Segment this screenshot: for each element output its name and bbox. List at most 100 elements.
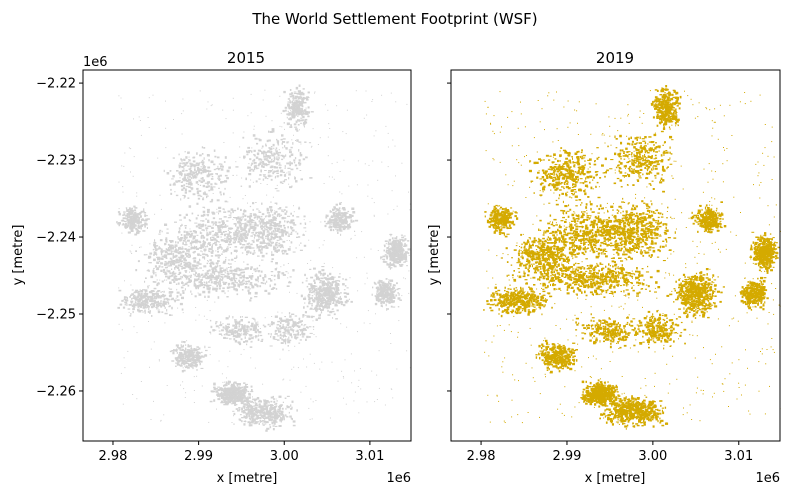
settlement-cell xyxy=(218,285,222,288)
settlement-cell xyxy=(247,221,251,224)
settlement-cell xyxy=(279,207,282,209)
settlement-cell xyxy=(397,292,399,294)
settlement-cell xyxy=(272,237,276,239)
settlement-cell xyxy=(250,221,254,224)
settlement-cell xyxy=(178,171,180,173)
settlement-cell xyxy=(407,240,410,242)
settlement-cell xyxy=(304,273,306,277)
settlement-cell xyxy=(186,362,190,365)
settlement-cell xyxy=(301,281,304,284)
settlement-cell xyxy=(395,243,397,246)
settlement-cell xyxy=(320,288,323,291)
settlement-cell xyxy=(132,310,134,314)
settlement-cell xyxy=(399,251,401,253)
settlement-cell xyxy=(154,265,157,268)
settlement-cell xyxy=(393,255,396,258)
settlement-cell xyxy=(237,284,240,287)
settlement-cell xyxy=(174,191,176,193)
settlement-cell xyxy=(251,400,254,403)
settlement-cell xyxy=(245,397,248,399)
panel-2015: 2015 2.98 2.99 3.00 3.01 −2.22−2.23−2.24−2.… xyxy=(11,49,412,486)
settlement-cell xyxy=(327,281,330,284)
settlement-cell xyxy=(133,295,135,298)
settlement-cell xyxy=(155,301,159,304)
settlement-cell xyxy=(262,424,265,426)
settlement-cell xyxy=(285,233,287,236)
settlement-cell xyxy=(225,387,228,390)
settlement-cell xyxy=(314,285,317,287)
settlement-cell xyxy=(239,273,242,276)
settlement-cell xyxy=(385,300,387,302)
settlement-cell xyxy=(145,299,148,301)
settlement-cell xyxy=(328,298,330,301)
settlement-cell xyxy=(313,267,316,270)
settlement-cell xyxy=(233,382,235,385)
settlement-cell xyxy=(326,297,329,300)
settlement-cell xyxy=(233,209,237,212)
settlement-cell xyxy=(263,175,266,177)
settlement-cell xyxy=(290,407,293,410)
settlement-cell xyxy=(138,297,142,300)
settlement-cell xyxy=(182,194,186,196)
settlement-cell xyxy=(246,390,248,392)
settlement-cell xyxy=(272,241,274,244)
settlement-cell xyxy=(302,96,305,99)
settlement-cell xyxy=(308,142,312,144)
settlement-cell xyxy=(345,278,347,280)
settlement-cell xyxy=(204,258,206,260)
settlement-cell xyxy=(153,251,156,254)
settlement-cell xyxy=(393,265,397,268)
settlement-cell xyxy=(181,347,183,349)
settlement-cell xyxy=(274,403,277,405)
settlement-cell xyxy=(192,171,195,174)
settlement-cell xyxy=(282,249,284,252)
settlement-cell xyxy=(249,404,251,407)
settlement-cell xyxy=(262,282,265,285)
settlement-cell xyxy=(260,415,263,417)
settlement-cell xyxy=(153,254,155,256)
settlement-cell xyxy=(226,271,229,273)
settlement-cell xyxy=(223,403,226,406)
settlement-cell xyxy=(234,217,237,219)
settlement-cell xyxy=(252,419,254,422)
settlement-cell xyxy=(202,220,205,222)
settlement-cell xyxy=(193,240,196,243)
settlement-cell xyxy=(164,279,166,281)
settlement-cell xyxy=(274,417,278,419)
settlement-cell xyxy=(137,292,141,295)
settlement-cell xyxy=(329,310,333,314)
settlement-cell xyxy=(319,307,321,309)
settlement-cell xyxy=(395,294,398,297)
settlement-cell xyxy=(160,262,164,265)
settlement-cell xyxy=(299,152,302,155)
settlement-cell xyxy=(270,274,273,276)
settlement-cell xyxy=(215,244,218,246)
settlement-cell xyxy=(273,216,276,218)
settlement-cell xyxy=(275,415,278,418)
settlement-cell xyxy=(235,166,239,168)
settlement-cell xyxy=(187,284,190,287)
settlement-cell xyxy=(238,222,242,224)
settlement-cell xyxy=(182,162,184,165)
settlement-cell xyxy=(267,171,270,174)
settlement-cell xyxy=(135,250,137,252)
settlement-cell xyxy=(405,257,407,261)
settlement-cell xyxy=(216,241,220,243)
settlement-cell xyxy=(285,232,289,234)
settlement-cell xyxy=(169,240,172,242)
settlement-cell xyxy=(218,221,221,224)
settlement-cell xyxy=(245,404,247,406)
settlement-cell xyxy=(247,166,250,169)
settlement-cell xyxy=(177,264,181,267)
settlement-cell xyxy=(234,387,237,390)
settlement-cell xyxy=(316,309,318,312)
settlement-cell xyxy=(150,296,153,299)
settlement-cell xyxy=(272,407,275,410)
settlement-cell xyxy=(247,243,250,245)
settlement-cell xyxy=(382,297,385,300)
settlement-cell xyxy=(192,237,196,240)
settlement-cell xyxy=(254,222,257,226)
settlement-cell xyxy=(203,265,207,268)
settlement-cell xyxy=(167,277,171,280)
settlement-cell xyxy=(232,174,234,176)
